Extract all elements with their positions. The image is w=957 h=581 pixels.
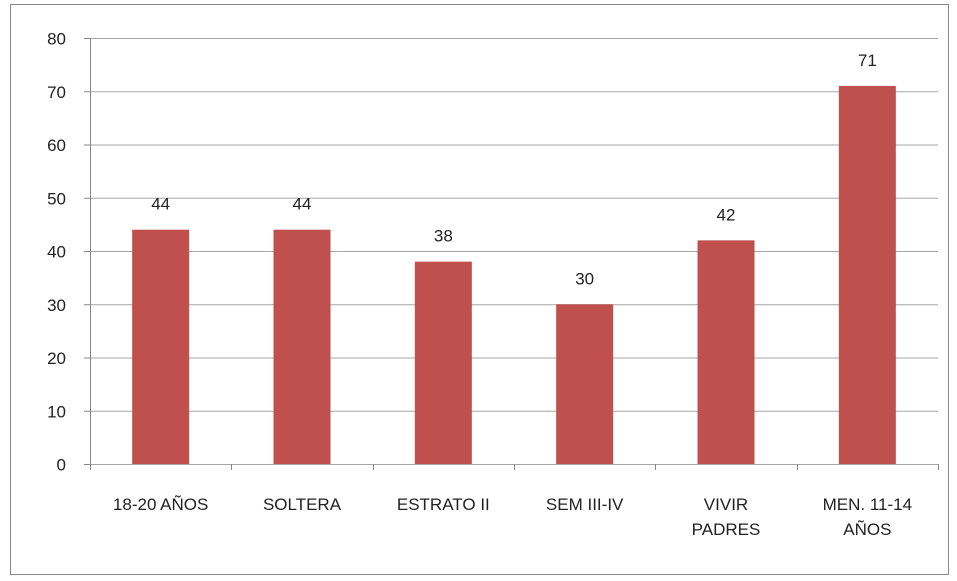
- x-tick-label: VIVIR PADRES: [691, 495, 761, 539]
- data-label: 44: [293, 195, 312, 214]
- y-tick-label: 20: [47, 349, 66, 368]
- y-tick-label: 60: [47, 136, 66, 155]
- data-label: 30: [575, 269, 594, 288]
- bar: [414, 261, 472, 464]
- bar: [556, 304, 614, 464]
- x-tick-label: 18-20 AÑOS: [112, 495, 209, 514]
- y-tick-label: 50: [47, 189, 66, 208]
- x-tick-label: SOLTERA: [262, 495, 342, 514]
- data-label: 38: [434, 227, 453, 246]
- data-label: 44: [151, 195, 170, 214]
- x-tick-label: ESTRATO II: [396, 495, 490, 514]
- y-tick-label: 30: [47, 296, 66, 315]
- y-tick-label: 10: [47, 402, 66, 421]
- data-label: 71: [858, 51, 877, 70]
- bar: [132, 229, 190, 464]
- bar: [838, 85, 896, 465]
- x-tick-label: SEM III-IV: [545, 495, 624, 514]
- y-tick-label: 40: [47, 243, 66, 262]
- bar: [697, 240, 755, 464]
- bar: [273, 229, 331, 464]
- y-tick-label: 80: [47, 30, 66, 49]
- x-tick-label: MEN. 11-14 AÑOS: [822, 495, 913, 539]
- data-label: 42: [717, 205, 736, 224]
- y-tick-label: 0: [57, 456, 66, 475]
- y-tick-label: 70: [47, 83, 66, 102]
